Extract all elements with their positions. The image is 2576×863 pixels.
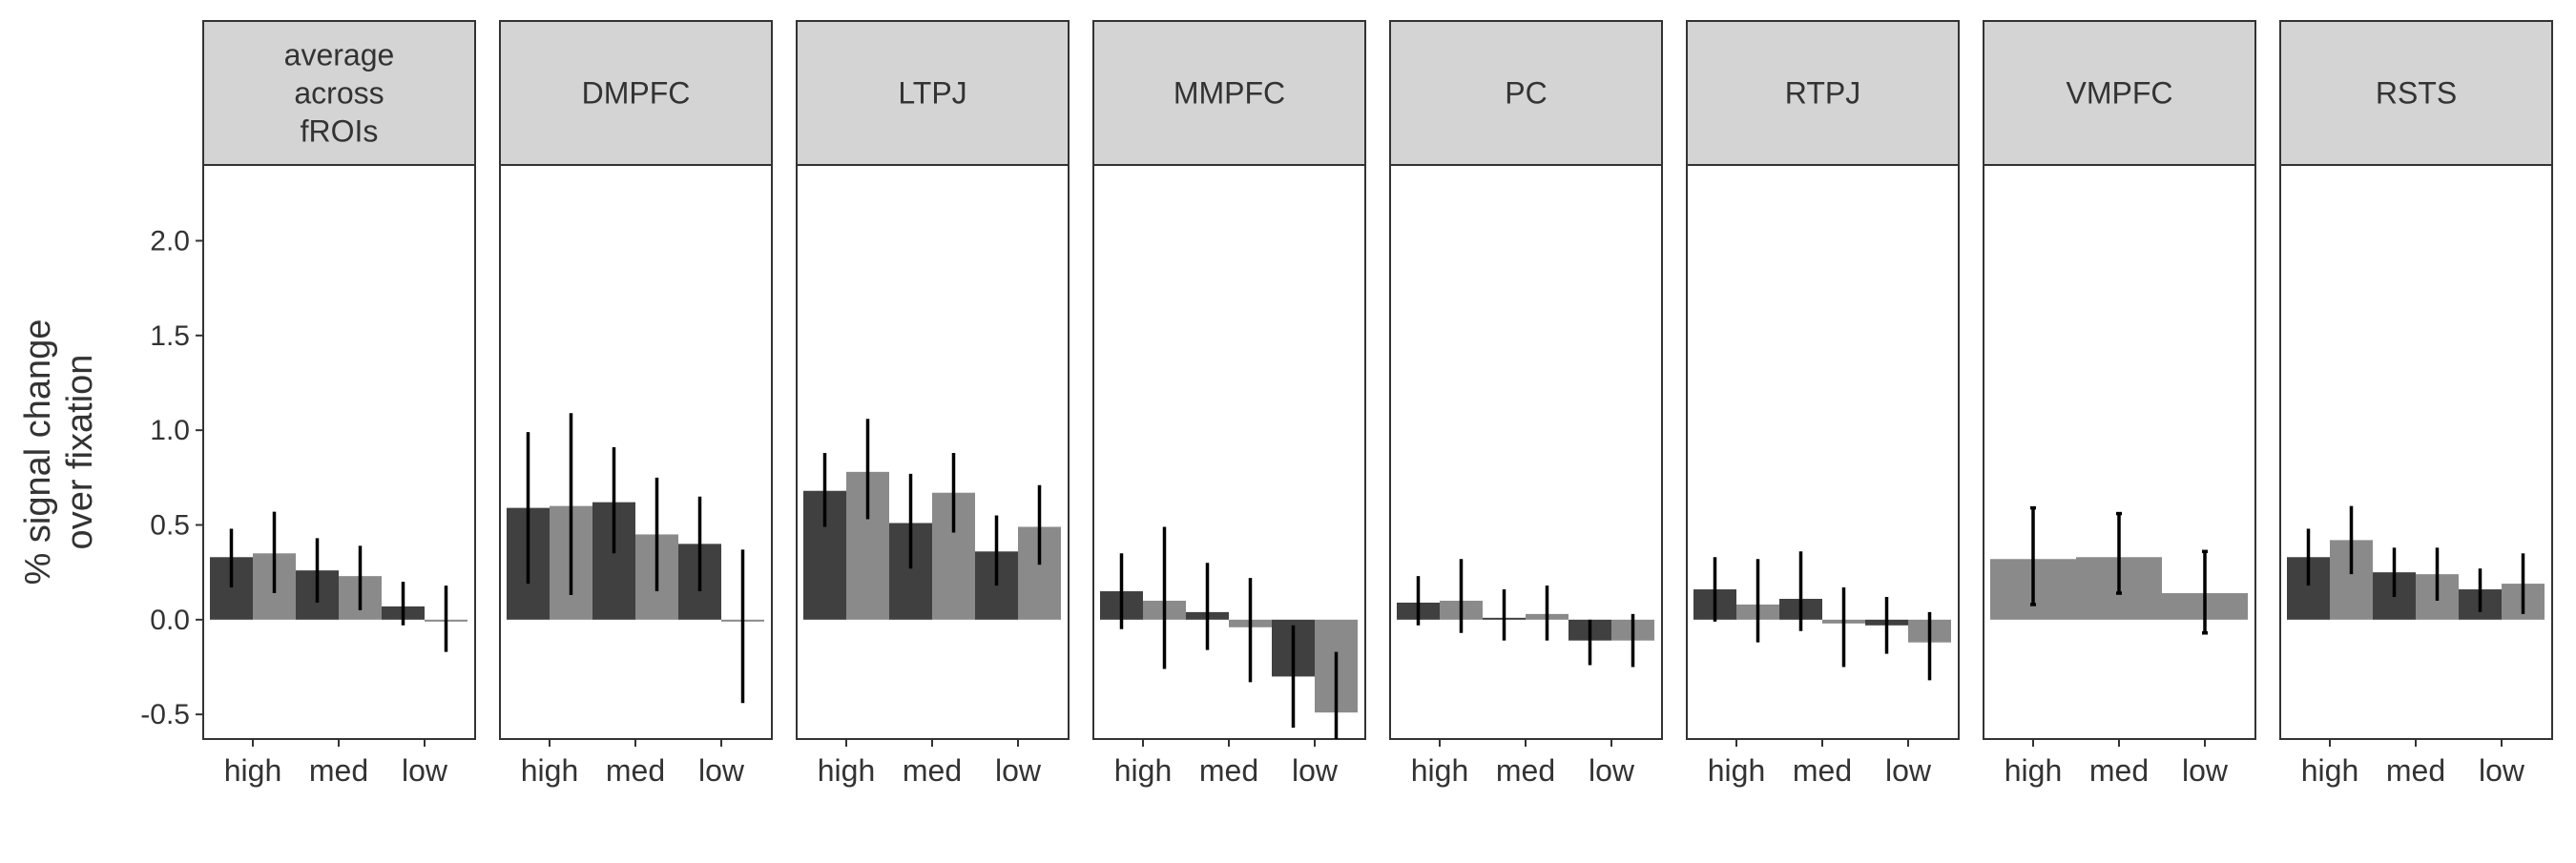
x-tick-label: low	[2182, 753, 2229, 788]
panel-frame	[202, 164, 476, 740]
panel-frame	[1686, 164, 1960, 740]
y-tick-label: 1.0	[150, 415, 190, 446]
x-tick-label: high	[1114, 753, 1173, 788]
x-tick-label: high	[521, 753, 579, 788]
facet-title: fROIs	[301, 114, 379, 149]
facet-strip	[499, 20, 773, 166]
panel-frame	[1389, 164, 1663, 740]
y-tick-label: 1.5	[150, 320, 190, 352]
x-tick-label: med	[1793, 753, 1852, 788]
facet-title: MMPFC	[1174, 76, 1285, 111]
facet-strip	[1389, 20, 1663, 166]
facet-title: VMPFC	[2067, 76, 2173, 111]
x-tick-label: med	[1199, 753, 1258, 788]
y-tick-label: 0.5	[150, 509, 190, 541]
y-tick-label: 2.0	[150, 225, 190, 257]
x-tick-label: med	[606, 753, 665, 788]
y-tick-label: -0.5	[140, 699, 190, 730]
panel-frame	[2279, 164, 2553, 740]
facet-title: RSTS	[2376, 76, 2457, 111]
y-axis-title: % signal change	[18, 319, 58, 586]
x-tick-label: low	[1292, 753, 1339, 788]
x-tick-label: low	[402, 753, 448, 788]
panel-frame	[1983, 164, 2256, 740]
facet-strip	[2279, 20, 2553, 166]
x-tick-label: low	[2479, 753, 2525, 788]
x-tick-label: med	[1496, 753, 1555, 788]
facet-strip	[1092, 20, 1366, 166]
panel-frame	[499, 164, 773, 740]
x-tick-label: low	[995, 753, 1042, 788]
x-tick-label: high	[1411, 753, 1469, 788]
facet-title: LTPJ	[898, 76, 966, 111]
x-tick-label: high	[2301, 753, 2359, 788]
facet-title: RTPJ	[1785, 76, 1860, 111]
facet-title: DMPFC	[582, 76, 691, 111]
facet-title: across	[294, 76, 384, 111]
x-tick-label: med	[2386, 753, 2445, 788]
y-tick-label: 0.0	[150, 605, 190, 636]
x-tick-label: high	[1708, 753, 1766, 788]
x-tick-label: med	[2089, 753, 2149, 788]
x-tick-label: med	[903, 753, 962, 788]
facet-title: average	[284, 38, 395, 72]
x-tick-label: low	[1885, 753, 1932, 788]
x-tick-label: low	[1589, 753, 1635, 788]
facet-strip	[796, 20, 1070, 166]
x-tick-label: high	[2005, 753, 2063, 788]
x-tick-label: high	[818, 753, 876, 788]
x-tick-label: med	[309, 753, 368, 788]
facet-title: PC	[1505, 76, 1547, 111]
x-tick-label: low	[698, 753, 745, 788]
x-tick-label: high	[224, 753, 282, 788]
panel-frame	[796, 164, 1070, 740]
y-axis-title: over fixation	[60, 355, 100, 550]
